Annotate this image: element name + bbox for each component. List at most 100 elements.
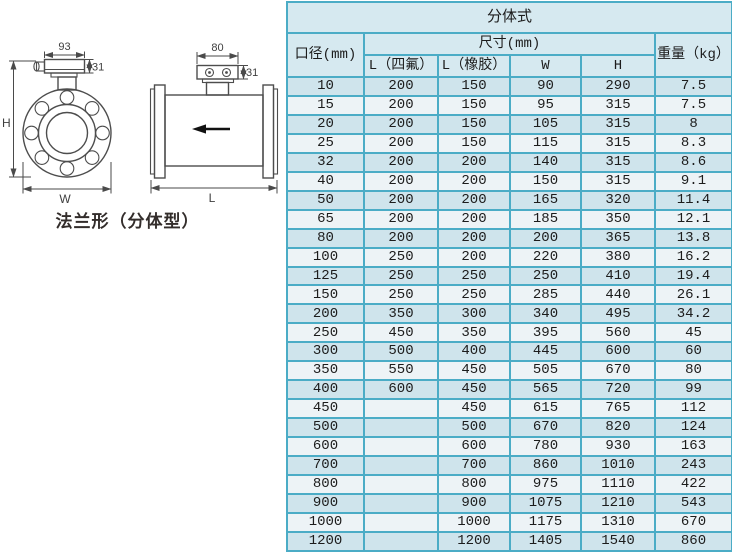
meter-body [164,94,264,167]
table-cell: 45 [653,322,732,344]
table-cell: 615 [509,398,582,420]
table-cell: 720 [580,379,656,401]
table-cell: 975 [509,474,582,495]
table-cell: 19.4 [653,265,732,287]
table-cell [363,530,439,553]
table-row: 80 200 200 200 365 13.8 [286,227,732,249]
table-cell: 99 [653,379,732,401]
table-cell: 185 [509,208,582,230]
table-cell: 200 [363,208,439,230]
front-view: 93 31 H W [2,41,112,206]
col-header-diameter: 口径(mm) [286,32,365,78]
table-cell: 450 [286,398,365,420]
table-cell: 1200 [286,530,365,553]
table-cell [363,455,439,477]
bolt-hole [84,150,100,165]
table-cell: 300 [437,303,511,325]
table-cell: 800 [286,474,365,495]
table-cell: 112 [653,398,732,420]
table-cell: 200 [363,113,439,135]
table-cell: 395 [509,322,582,344]
table-cell: 350 [580,208,656,230]
table-cell: 250 [363,265,439,287]
table-row: 700 700 860 1010 243 [286,455,732,477]
bolt-hole [24,125,39,141]
bolt-hole [34,101,50,116]
length-dim-label: L [209,191,216,205]
table-cell: 365 [580,227,656,249]
left-flange [153,84,166,179]
table-cell: 200 [286,303,365,325]
table-cell: 340 [509,303,582,325]
col-header-size: 尺寸(mm) [363,32,656,56]
table-cell: 90 [509,76,582,97]
flange-outer-circle [22,88,112,178]
table-row: 50 200 200 165 320 11.4 [286,189,732,211]
table-row: 900 900 1075 1210 543 [286,492,732,514]
table-cell: 700 [437,455,511,477]
table-cell: 315 [580,113,656,135]
table-row: 250 450 350 395 560 45 [286,322,732,344]
table-cell: 200 [363,94,439,116]
table-row: 400 600 450 565 720 99 [286,379,732,401]
table-cell: 124 [653,417,732,439]
front-box-height-dim: 31 [92,62,104,74]
table-cell: 25 [286,132,365,154]
table-cell: 860 [653,530,732,553]
flowmeter-drawing: 93 31 H W [2,41,279,206]
table-cell: 200 [437,208,511,230]
table-cell: 1010 [580,455,656,477]
table-cell: 543 [653,492,732,514]
side-box-width-dim: 80 [211,42,223,54]
table-cell: 150 [437,76,511,97]
table-cell: 780 [509,436,582,458]
table-cell: 80 [286,227,365,249]
drawing-caption: 法兰形（分体型） [55,212,200,231]
table-row: 32 200 200 140 315 8.6 [286,151,732,173]
table-cell: 8.6 [653,151,732,173]
table-cell: 34.2 [653,303,732,325]
table-cell: 65 [286,208,365,230]
table-cell: 100 [286,246,365,268]
table-cell: 565 [509,379,582,401]
table-cell: 11.4 [653,189,732,211]
table-cell [363,436,439,458]
table-cell: 1075 [509,492,582,514]
table-cell: 1210 [580,492,656,514]
bolt-hole [59,161,75,176]
table-cell: 150 [437,113,511,135]
table-cell: 495 [580,303,656,325]
table-cell: 500 [286,417,365,439]
table-cell: 800 [437,474,511,495]
table-row: 25 200 150 115 315 8.3 [286,132,732,154]
table-cell: 200 [363,170,439,192]
table-cell: 95 [509,94,582,116]
table-cell: 900 [437,492,511,514]
table-cell: 315 [580,151,656,173]
table-cell: 400 [286,379,365,401]
table-cell: 115 [509,132,582,154]
table-cell: 560 [580,322,656,344]
table-cell: 1000 [437,511,511,533]
table-cell [363,474,439,495]
table-cell: 200 [437,170,511,192]
table-cell [363,417,439,439]
width-dim-label: W [59,192,71,206]
side-junction-box [196,64,239,80]
table-header-row-2: L（四氟） L（橡胶） W H [287,54,732,78]
table-cell: 13.8 [653,227,732,249]
table-row: 1000 1000 1175 1310 670 [286,511,732,533]
table-cell: 380 [580,246,656,268]
table-cell: 500 [437,417,511,439]
table-row: 15 200 150 95 315 7.5 [286,94,732,116]
table-row: 1200 1200 1405 1540 860 [286,530,732,553]
col-header-l-ptfe: L（四氟） [363,54,439,78]
table-cell [363,492,439,514]
table-cell: 200 [363,151,439,173]
table-cell: 350 [437,322,511,344]
table-row: 100 250 200 220 380 16.2 [286,246,732,268]
table-cell: 930 [580,436,656,458]
table-cell: 125 [286,265,365,287]
table-row: 200 350 300 340 495 34.2 [286,303,732,325]
table-cell: 10 [286,76,365,97]
